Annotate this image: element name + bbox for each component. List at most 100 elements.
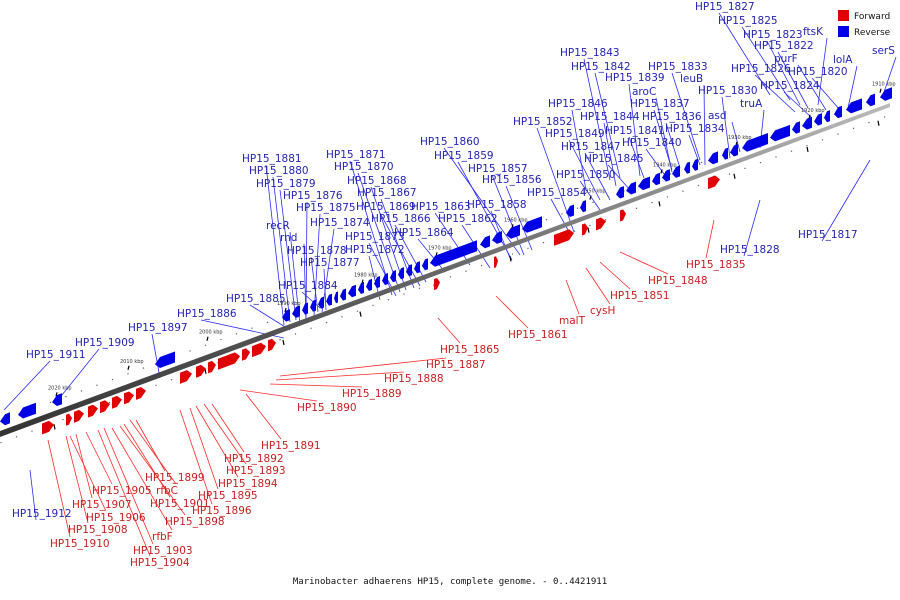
- leader-line: [434, 212, 471, 266]
- reverse-gene-label: HP15_1845: [584, 153, 644, 165]
- leader-line: [269, 383, 363, 388]
- minor-tick: [589, 224, 591, 227]
- minor-tick: [700, 161, 703, 164]
- forward-gene-arrow: [124, 391, 134, 405]
- reverse-gene-label: HP15_1881: [242, 153, 302, 165]
- major-tick: [55, 392, 58, 397]
- tick-label: 1930 kbp: [728, 135, 752, 141]
- minor-tick: [592, 201, 594, 204]
- reverse-gene-arrow: [340, 288, 346, 301]
- minor-tick: [821, 139, 824, 141]
- minor-tick: [372, 304, 374, 307]
- minor-tick: [142, 367, 145, 369]
- major-tick: [877, 120, 880, 126]
- reverse-gene-label: HP15_1830: [698, 85, 758, 97]
- leader-line: [797, 64, 827, 111]
- reverse-gene-arrow: [824, 110, 830, 123]
- reverse-gene-label: HP15_1849: [545, 128, 605, 140]
- reverse-gene-arrow: [334, 291, 338, 304]
- forward-gene-label: HP15_1891: [261, 440, 321, 452]
- leader-line: [783, 91, 813, 119]
- forward-gene-arrow: [494, 256, 498, 268]
- forward-gene-arrow: [100, 400, 110, 414]
- forward-gene-arrow: [582, 223, 588, 236]
- reverse-gene-label: HP15_1859: [434, 150, 494, 162]
- forward-gene-arrow: [66, 413, 72, 426]
- leader-line: [607, 164, 631, 191]
- leader-line: [265, 164, 285, 326]
- leader-line: [47, 439, 71, 538]
- reverse-gene-label: HP15_1824: [760, 80, 820, 92]
- minor-tick: [883, 116, 886, 118]
- leader-line: [619, 251, 669, 275]
- reverse-gene-arrow: [708, 151, 718, 165]
- minor-tick: [635, 207, 638, 210]
- leader-line: [599, 261, 631, 290]
- minor-tick: [155, 384, 157, 387]
- reverse-gene-arrow: [302, 302, 308, 315]
- minor-tick: [607, 196, 610, 198]
- minor-tick: [310, 327, 312, 329]
- leader-line: [305, 201, 308, 321]
- tick-label: 1980 kbp: [354, 273, 378, 279]
- reverse-gene-label: HP15_1847: [561, 141, 621, 153]
- leader-line: [766, 40, 801, 106]
- leader-line: [203, 403, 247, 465]
- forward-gene-label: malT: [559, 315, 586, 327]
- reverse-gene-arrow: [348, 284, 356, 298]
- major-tick: [806, 146, 809, 153]
- forward-gene-label: HP15_1889: [342, 388, 402, 400]
- reverse-gene-arrow: [52, 393, 62, 406]
- reverse-gene-label: HP15_1866: [371, 213, 431, 225]
- reverse-gene-label: HP15_1825: [718, 15, 778, 27]
- leader-line: [151, 333, 161, 379]
- minor-tick: [266, 321, 269, 324]
- leader-line: [457, 161, 513, 261]
- leader-line: [671, 72, 701, 161]
- reverse-gene-label: HP15_1817: [798, 229, 858, 241]
- leader-line: [103, 427, 154, 545]
- reverse-gene-arrow: [326, 293, 332, 306]
- legend-reverse-label: Reverse: [854, 28, 891, 38]
- forward-gene-label: HP15_1899: [145, 472, 205, 484]
- forward-gene-label: cysH: [590, 305, 615, 317]
- forward-gene-label: HP15_1892: [224, 453, 284, 465]
- minor-tick: [49, 401, 52, 404]
- reverse-gene-label: HP15_1862: [438, 213, 498, 225]
- leader-line: [65, 435, 89, 524]
- major-tick: [587, 227, 590, 233]
- leader-line: [323, 268, 327, 311]
- minor-tick: [511, 253, 514, 255]
- reverse-gene-arrow: [684, 161, 690, 174]
- leader-line: [313, 213, 321, 317]
- reverse-gene-label: HP15_1885: [226, 293, 286, 305]
- reverse-gene-arrow: [802, 116, 812, 130]
- reverse-gene-label: HP15_1839: [605, 72, 665, 84]
- reverse-gene-arrow: [880, 87, 892, 101]
- reverse-gene-label: HP15_1868: [347, 175, 407, 187]
- leader-line: [310, 256, 319, 313]
- reverse-gene-label: HP15_1844: [580, 111, 640, 123]
- forward-gene-label: HP15_1907: [72, 499, 132, 511]
- tick-label: 1960 kbp: [504, 217, 528, 223]
- reverse-gene-label: HP15_1870: [334, 161, 394, 173]
- reverse-gene-arrow: [722, 147, 728, 160]
- major-tick: [589, 195, 592, 200]
- leader-line: [594, 72, 621, 179]
- leader-line: [495, 295, 529, 329]
- leader-line: [379, 212, 421, 287]
- forward-gene-label: HP15_1896: [192, 505, 252, 517]
- leader-line: [69, 435, 107, 512]
- reverse-gene-label: truA: [740, 98, 763, 110]
- leader-line: [123, 423, 171, 498]
- minor-tick: [744, 167, 746, 170]
- reverse-gene-label: HP15_1820: [788, 66, 848, 78]
- leader-line: [57, 348, 100, 401]
- reverse-gene-label: asd: [708, 110, 727, 122]
- reverse-gene-label: HP15_1864: [394, 227, 454, 239]
- minor-tick: [728, 173, 731, 175]
- minor-tick: [294, 333, 297, 335]
- leader-line: [583, 58, 611, 181]
- leader-line: [29, 469, 37, 521]
- leader-line: [275, 371, 405, 381]
